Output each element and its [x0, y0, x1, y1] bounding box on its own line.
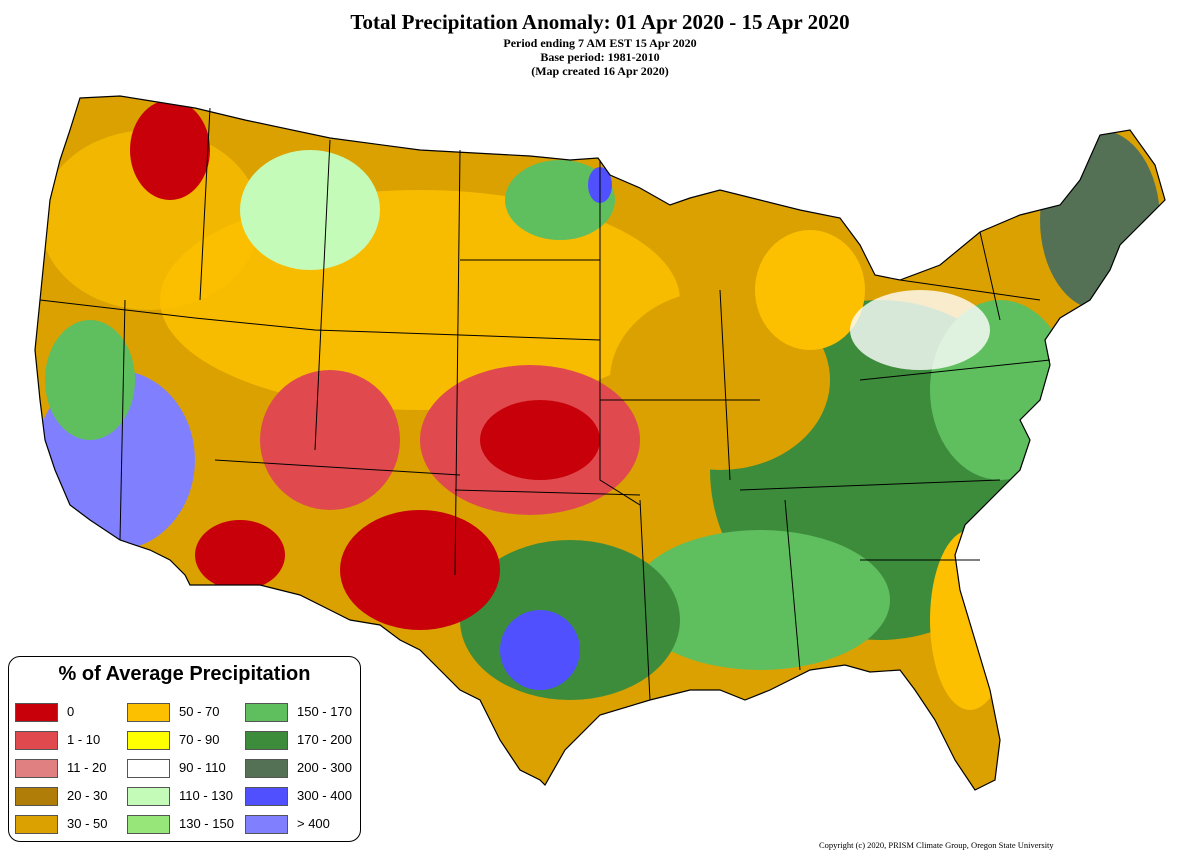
region-arizona-red [195, 520, 285, 590]
state-boundaries [39, 107, 1051, 701]
legend-label: 0 [67, 704, 75, 719]
region-texas-blue [500, 610, 580, 690]
legend-label: 150 - 170 [297, 704, 352, 719]
region-ohio-valley-white [850, 290, 990, 370]
region-colorado-red [260, 370, 400, 510]
region-northwest-orange [40, 130, 260, 310]
legend-label: 20 - 30 [67, 788, 108, 803]
region-west-texas-red [340, 510, 500, 630]
legend-label: 50 - 70 [179, 704, 220, 719]
copyright-text: Copyright (c) 2020, PRISM Climate Group,… [819, 840, 1054, 850]
legend-swatch [245, 787, 288, 806]
legend-label: 130 - 150 [179, 816, 234, 831]
region-new-england [1040, 130, 1160, 310]
legend-swatch [127, 731, 170, 750]
legend-swatch [245, 815, 288, 834]
legend-swatch [15, 703, 58, 722]
region-minnesota-green [505, 160, 615, 240]
legend-box: % of Average Precipitation 0 1 - 10 11 -… [8, 656, 361, 842]
legend-swatch [127, 759, 170, 778]
region-kansas-core [480, 400, 600, 480]
subtitle-period: Period ending 7 AM EST 15 Apr 2020 [503, 36, 697, 50]
legend-label: 11 - 20 [67, 760, 107, 775]
subtitle-base-period: Base period: 1981-2010 [540, 50, 660, 64]
region-florida-orange [930, 530, 1010, 710]
legend-label: 1 - 10 [67, 732, 101, 747]
legend-swatch [15, 731, 58, 750]
region-gulf-green [630, 530, 890, 670]
legend-label: 170 - 200 [297, 732, 352, 747]
legend-label: 90 - 110 [179, 760, 226, 775]
region-washington-red [130, 100, 210, 200]
region-montana-light-green [240, 150, 380, 270]
region-norcal-green [45, 320, 135, 440]
conus-outline [34, 95, 1166, 791]
legend-label: 300 - 400 [297, 788, 352, 803]
legend-swatch [127, 703, 170, 722]
legend-swatch [245, 703, 288, 722]
subtitle-created: (Map created 16 Apr 2020) [531, 64, 669, 78]
legend-swatch [15, 787, 58, 806]
legend-swatch [245, 731, 288, 750]
legend-label: 200 - 300 [297, 760, 352, 775]
legend-label: 70 - 90 [179, 732, 220, 747]
legend-title: % of Average Precipitation [58, 663, 311, 685]
legend-swatch [127, 787, 170, 806]
legend-swatch [127, 815, 170, 834]
legend-label: 110 - 130 [179, 788, 233, 803]
legend-swatch [15, 759, 58, 778]
legend-label: 30 - 50 [67, 816, 108, 831]
region-michigan-orange [755, 230, 865, 350]
legend-swatch [245, 759, 288, 778]
legend-swatch [15, 815, 58, 834]
legend-label: > 400 [297, 816, 330, 831]
map-title: Total Precipitation Anomaly: 01 Apr 2020… [350, 10, 850, 34]
